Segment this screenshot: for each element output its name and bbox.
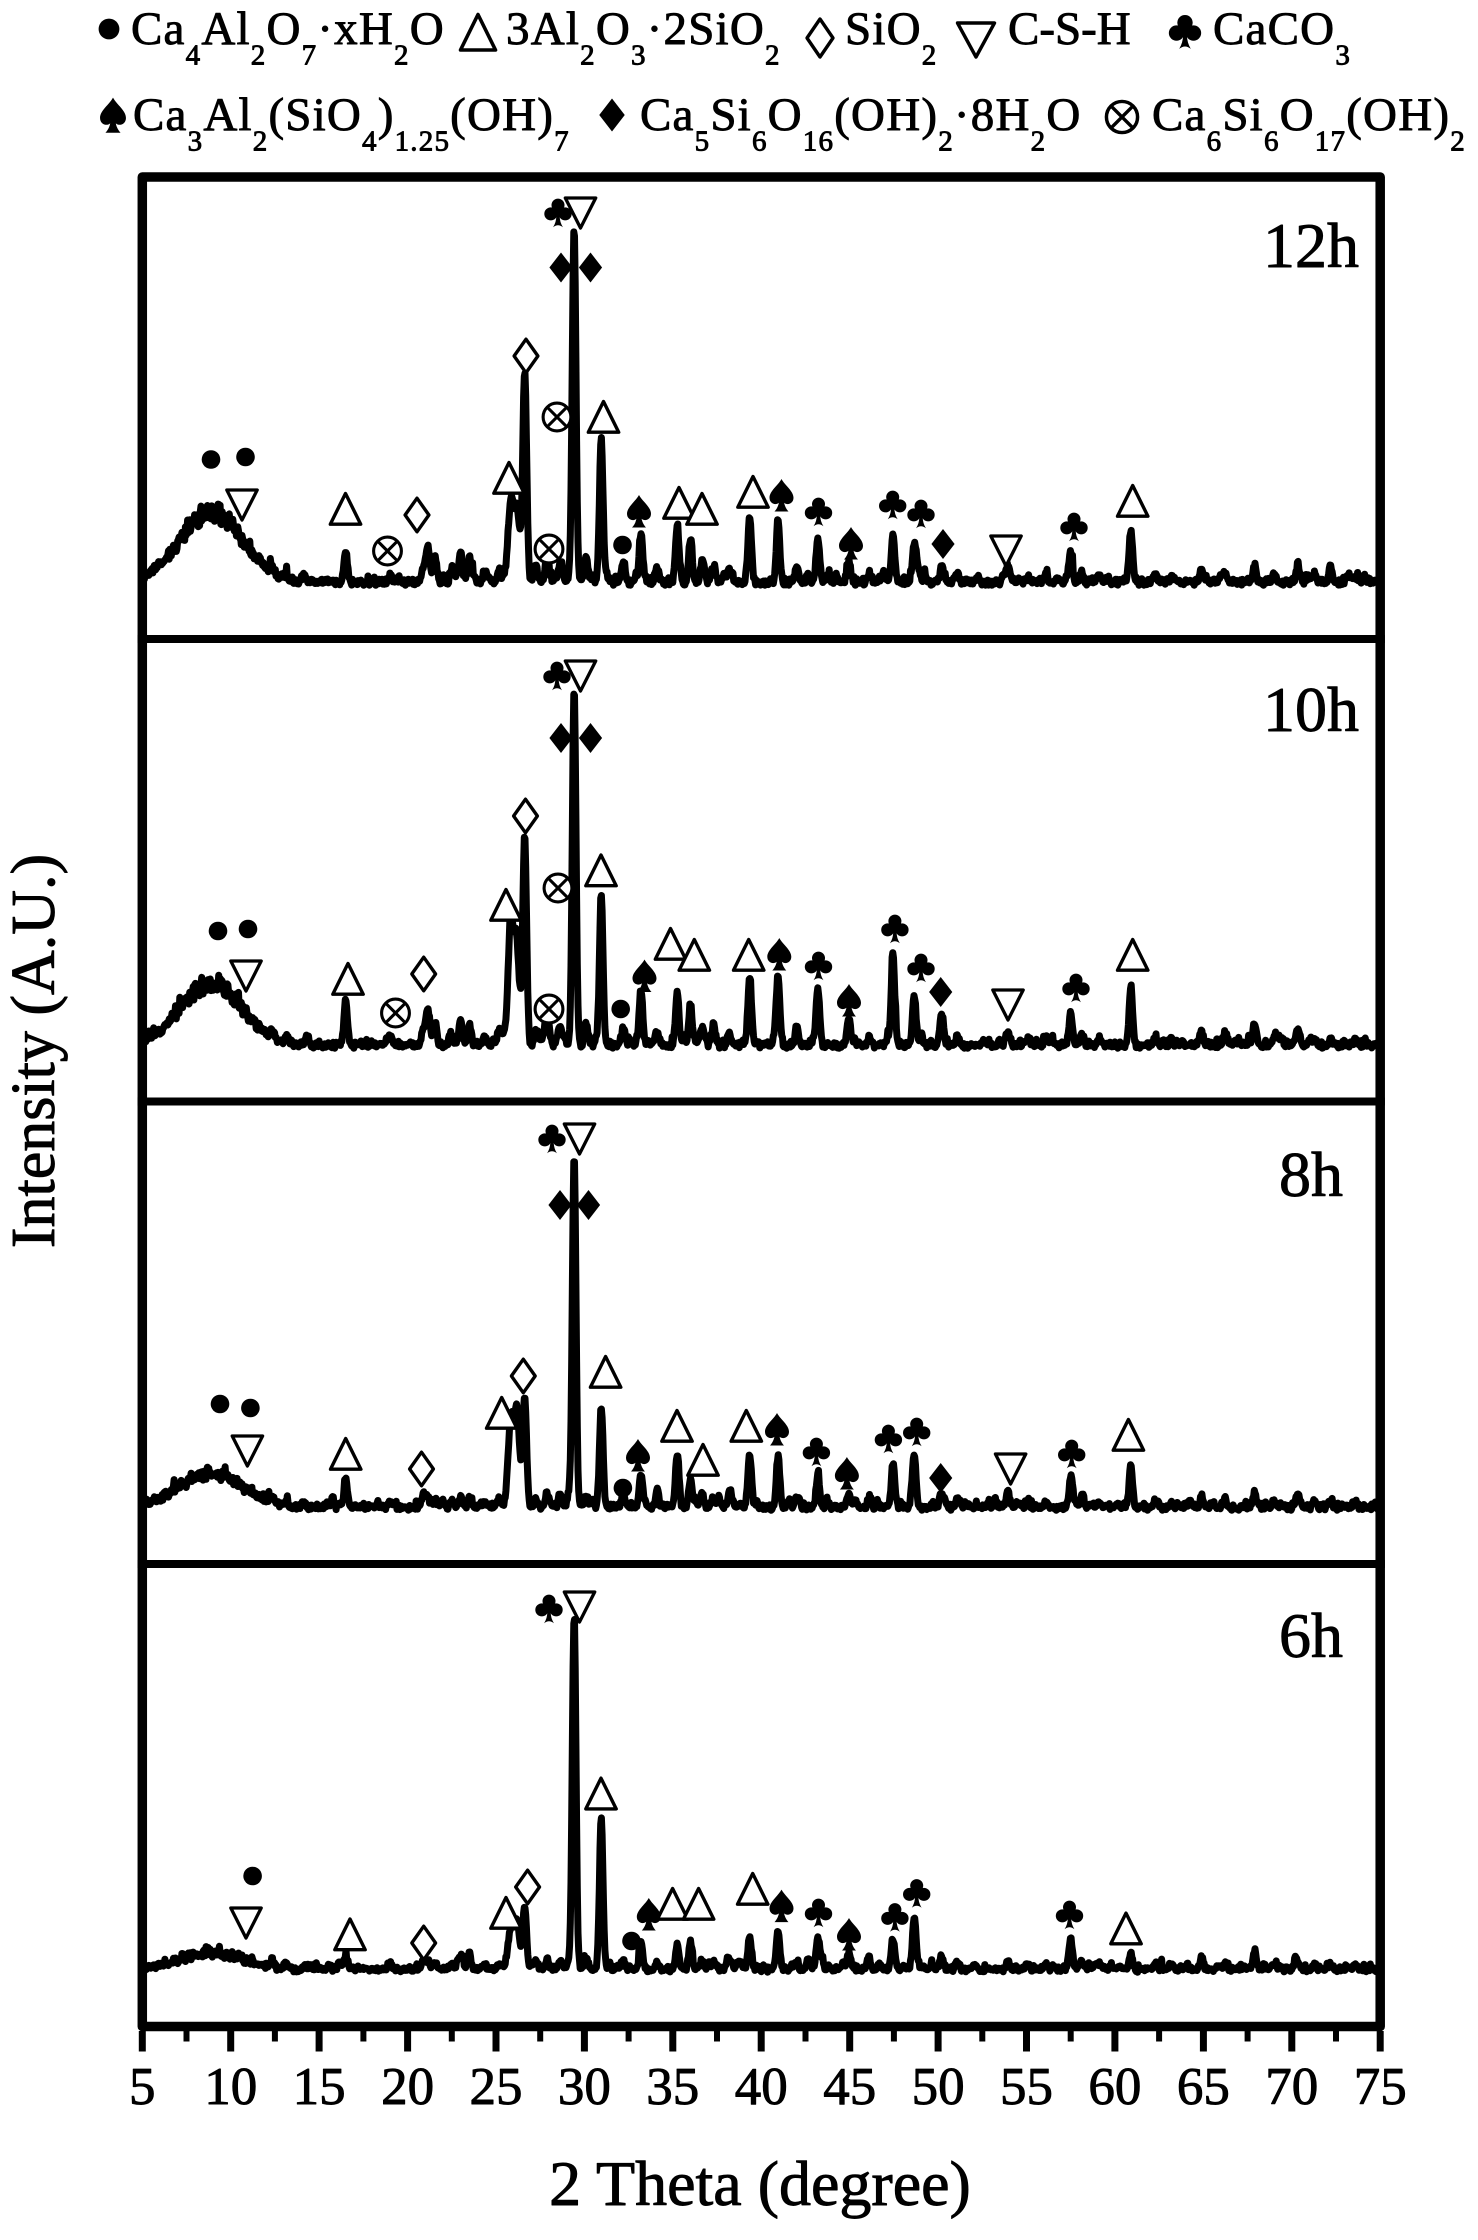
svg-text:3Al2O3·2SiO2: 3Al2O3·2SiO2 — [506, 3, 781, 72]
svg-text:45: 45 — [823, 2058, 876, 2116]
svg-text:75: 75 — [1354, 2058, 1407, 2116]
svg-text:30: 30 — [558, 2058, 611, 2116]
svg-text:35: 35 — [646, 2058, 699, 2116]
svg-text:8h: 8h — [1279, 1139, 1343, 1210]
svg-text:20: 20 — [381, 2058, 434, 2116]
svg-text:Ca4Al2O7·xH2O: Ca4Al2O7·xH2O — [131, 3, 445, 72]
svg-text:C-S-H: C-S-H — [1008, 3, 1131, 55]
svg-text:12h: 12h — [1263, 210, 1359, 281]
svg-text:Ca5Si6O16(OH)2·8H2O: Ca5Si6O16(OH)2·8H2O — [640, 89, 1081, 158]
svg-text:Intensity (A.U.): Intensity (A.U.) — [0, 854, 68, 1248]
svg-text:2 Theta (degree): 2 Theta (degree) — [549, 2148, 971, 2219]
svg-text:15: 15 — [293, 2058, 346, 2116]
svg-text:25: 25 — [470, 2058, 523, 2116]
svg-text:CaCO3: CaCO3 — [1213, 3, 1351, 72]
svg-text:50: 50 — [912, 2058, 965, 2116]
svg-text:Ca6Si6O17(OH)2: Ca6Si6O17(OH)2 — [1152, 89, 1466, 158]
svg-text:SiO2: SiO2 — [845, 3, 937, 72]
svg-text:5: 5 — [129, 2058, 156, 2116]
svg-text:60: 60 — [1088, 2058, 1141, 2116]
svg-text:Ca3Al2(SiO4)1.25(OH)7: Ca3Al2(SiO4)1.25(OH)7 — [133, 89, 570, 158]
svg-text:6h: 6h — [1279, 1600, 1343, 1671]
svg-text:10: 10 — [204, 2058, 257, 2116]
svg-text:70: 70 — [1265, 2058, 1318, 2116]
svg-text:55: 55 — [1000, 2058, 1053, 2116]
svg-text:10h: 10h — [1263, 674, 1359, 745]
svg-text:65: 65 — [1177, 2058, 1230, 2116]
svg-text:40: 40 — [735, 2058, 788, 2116]
